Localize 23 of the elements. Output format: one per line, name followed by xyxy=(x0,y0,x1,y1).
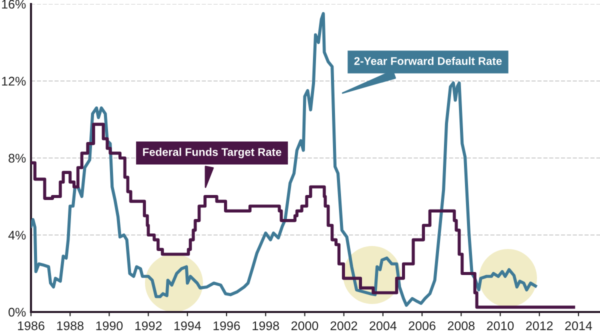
y-tick-label: 0% xyxy=(8,308,26,317)
y-tick-label: 4% xyxy=(8,230,26,240)
x-tick-label: 2012 xyxy=(526,321,553,330)
x-tick-label: 2002 xyxy=(330,321,358,330)
x-tick-label: 1994 xyxy=(174,321,201,330)
x-tick-label: 1986 xyxy=(18,321,44,330)
x-tick-label: 1998 xyxy=(252,321,279,330)
x-tick-label: 2010 xyxy=(487,321,514,330)
x-tick-label: 2008 xyxy=(448,321,475,330)
text: 2-Year Forward Default Rate xyxy=(354,56,502,65)
x-tick-label: 2004 xyxy=(370,321,396,330)
line-series xyxy=(31,12,538,307)
x-tick-label: 1988 xyxy=(57,321,84,330)
x-tick-label: 1992 xyxy=(135,321,162,330)
x-tick-label: 2000 xyxy=(291,321,318,330)
y-tick-label: 12% xyxy=(2,76,26,86)
x-tick-label: 2014 xyxy=(565,321,592,330)
x-tick-label: 1996 xyxy=(214,321,240,330)
y-tick-label: 8% xyxy=(8,154,26,163)
y-tick-label: 16% xyxy=(2,0,26,9)
x-tick-label: 1990 xyxy=(96,321,123,330)
series-label: Federal Funds Target Rate xyxy=(143,148,282,158)
x-tick-label: 2006 xyxy=(408,321,436,330)
